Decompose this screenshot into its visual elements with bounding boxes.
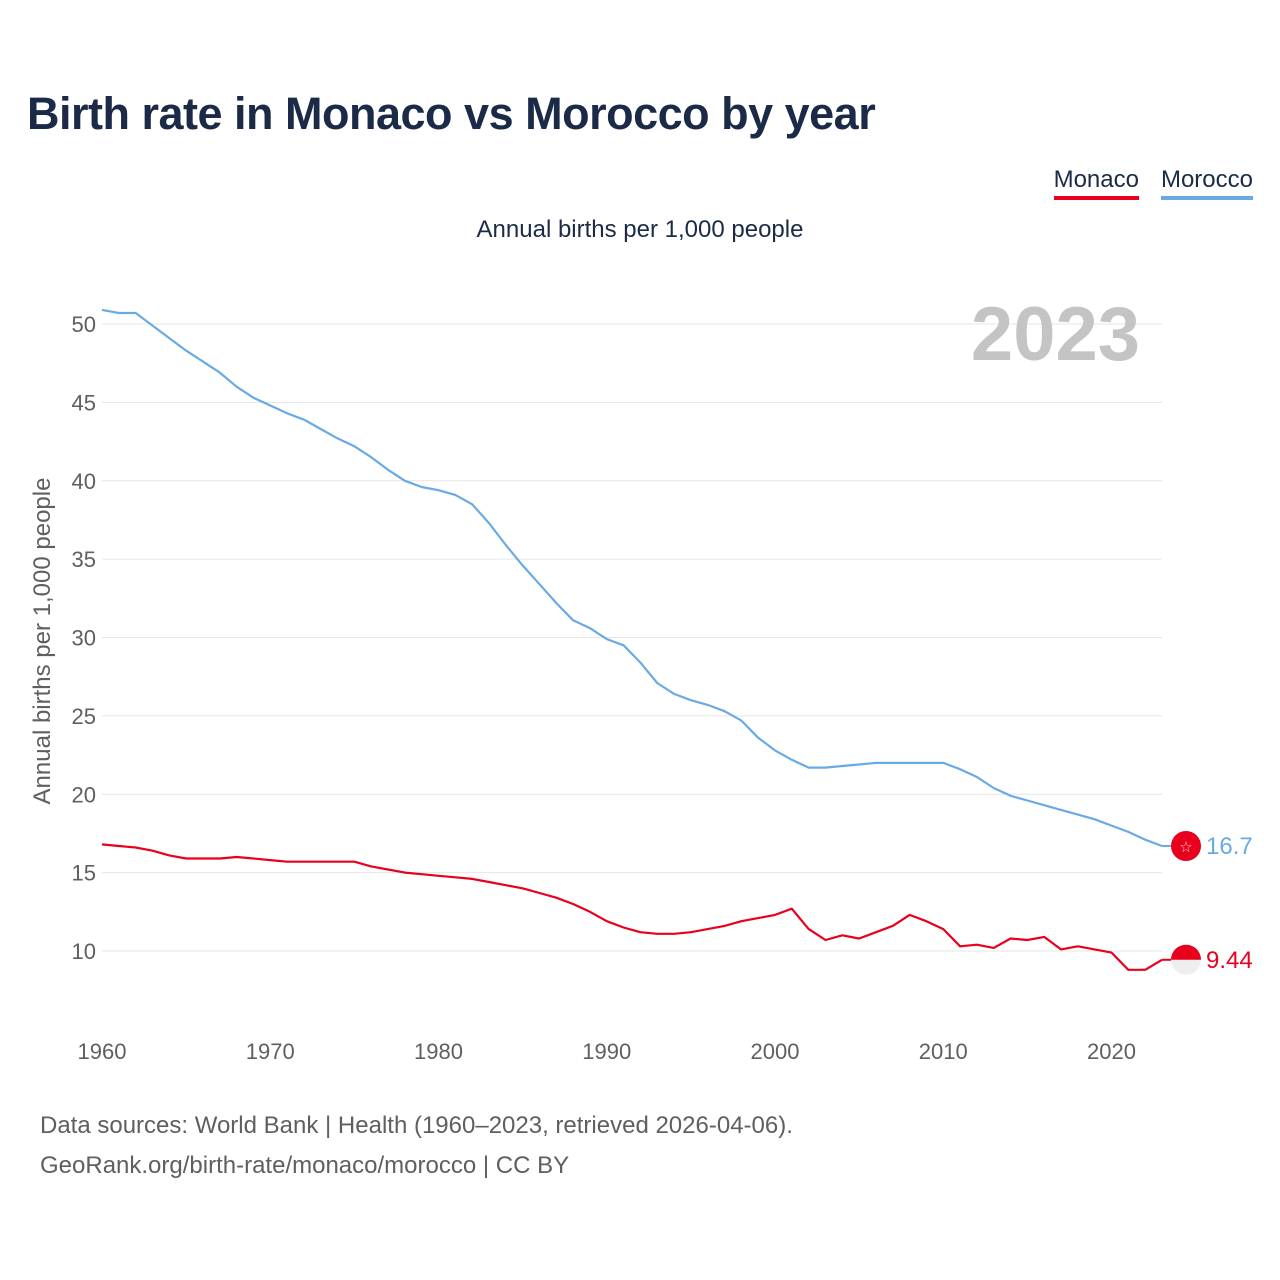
y-tick-label: 45 [72,390,96,415]
source-line-1: Data sources: World Bank | Health (1960–… [40,1112,793,1139]
chart-title: Birth rate in Monaco vs Morocco by year [27,88,876,139]
y-tick-label: 50 [72,312,96,337]
x-tick-label: 2010 [919,1039,968,1064]
y-tick-label: 35 [72,547,96,572]
series-line-monaco[interactable] [101,843,1163,971]
flag-background [1171,830,1201,861]
chart-subtitle: Annual births per 1,000 people [476,216,804,243]
morocco-flag-icon: ☆ [1171,830,1201,861]
legend-item-morocco[interactable]: Morocco [1160,166,1253,200]
x-tick-label: 1960 [78,1039,127,1064]
series [101,308,1163,971]
x-tick-label: 1990 [582,1039,631,1064]
gridlines [102,323,1162,952]
year-watermark: 2023 [971,292,1140,377]
flag-top-half [1171,944,1201,960]
end-markers: 9.44 ☆ 16.7 [1162,830,1253,975]
y-tick-label: 15 [72,861,96,886]
y-tick-label: 40 [72,469,96,494]
star-icon: ☆ [1179,838,1192,856]
series-line-morocco[interactable] [101,308,1163,848]
end-value-label-monaco: 9.44 [1206,947,1253,974]
legend: Monaco Morocco [1053,166,1253,200]
source-line-2[interactable]: GeoRank.org/birth-rate/monaco/morocco | … [40,1152,570,1179]
y-tick-label: 30 [72,626,96,651]
monaco-flag-icon [1171,944,1201,975]
y-tick-label: 25 [72,704,96,729]
x-tick-label: 2020 [1087,1039,1136,1064]
y-axis-ticks: 10 15 20 25 30 35 40 45 50 [72,312,96,964]
x-tick-label: 1980 [414,1039,463,1064]
x-tick-label: 1970 [246,1039,295,1064]
y-tick-label: 10 [72,939,96,964]
source-note: Data sources: World Bank | Health (1960–… [40,1106,793,1186]
line-chart: 2023 10 15 20 25 30 35 40 45 50 1960 1970 1980 1990… [29,292,1253,1064]
x-tick-label: 2000 [751,1039,800,1064]
legend-item-monaco[interactable]: Monaco [1053,166,1139,200]
end-value-label-morocco: 16.7 [1206,833,1253,860]
x-axis-ticks: 1960 1970 1980 1990 2000 2010 2020 [78,1039,1136,1064]
y-axis-label: Annual births per 1,000 people [29,478,56,805]
y-tick-label: 20 [72,782,96,807]
